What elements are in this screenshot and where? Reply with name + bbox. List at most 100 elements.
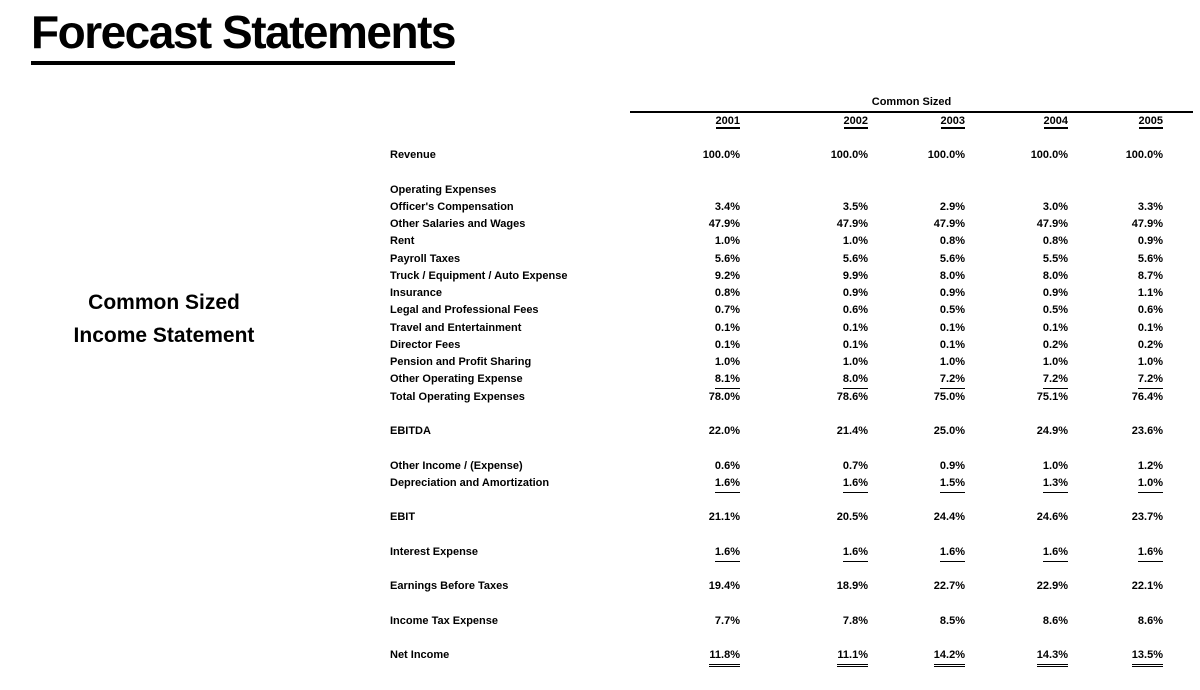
cell-value: 100.0%: [830, 149, 868, 161]
row-label: Other Income / (Expense): [390, 459, 523, 472]
row-label: Other Salaries and Wages: [390, 218, 526, 230]
cell-value: 22.0%: [708, 425, 740, 437]
cell-value: 1.0%: [1042, 356, 1068, 368]
cell-value: 1.0%: [842, 356, 868, 368]
spacer-row: [390, 493, 1163, 510]
cell-value: 8.0%: [740, 372, 868, 390]
table-row: Total Operating Expenses 78.0% 78.6% 75.0% 7…: [390, 390, 1163, 407]
cell-value: 5.6%: [714, 252, 740, 265]
cell-value: 76.4%: [1131, 390, 1163, 403]
cell-value: 0.6%: [1137, 304, 1163, 317]
table-row: Travel and Entertainment 0.1% 0.1% 0.1% 0.1%…: [390, 321, 1163, 338]
row-label: Insurance: [390, 287, 442, 299]
cell-value: 0.1%: [1137, 321, 1163, 334]
spacer-row: [390, 597, 1163, 614]
cell-value: 0.9%: [842, 287, 868, 299]
row-label: Payroll Taxes: [390, 252, 461, 265]
table-row: Truck / Equipment / Auto Expense 9.2% 9.9%…: [390, 269, 1163, 286]
cell-value: 7.7%: [714, 614, 740, 627]
cell-value: 0.5%: [1042, 304, 1068, 317]
cell-value: 75.0%: [933, 390, 965, 403]
cell-value: 21.4%: [836, 425, 868, 437]
cell-value: 5.6%: [939, 252, 965, 265]
year-column-header: 2004: [1043, 115, 1068, 129]
cell-value: 1.0%: [939, 356, 965, 368]
table-row: Other Operating Expense 8.1% 8.0% 7.2% 7.2% 7…: [390, 372, 1163, 390]
cell-value: 8.6%: [1137, 614, 1163, 627]
cell-value: 7.2%: [868, 372, 965, 390]
statement-side-label: Common Sized Income Statement: [28, 286, 300, 352]
cell-value: 1.6%: [1068, 545, 1163, 562]
table-row: Director Fees 0.1% 0.1% 0.1% 0.2% 0.2%: [390, 338, 1163, 355]
row-label: EBIT: [390, 511, 416, 524]
table-row: Operating Expenses: [390, 183, 1163, 200]
year-column-header: 2003: [940, 115, 965, 129]
cell-value: 23.7%: [1131, 511, 1163, 524]
cell-value: 1.0%: [842, 235, 868, 248]
cell-value: 1.5%: [868, 476, 965, 493]
cell-value: 24.6%: [1036, 511, 1068, 524]
cell-value: 23.6%: [1131, 425, 1163, 437]
cell-value: 1.2%: [1137, 459, 1163, 472]
cell-value: 0.1%: [714, 321, 740, 334]
row-label: Rent: [390, 235, 415, 248]
cell-value: 0.9%: [939, 287, 965, 299]
year-column-header: 2001: [715, 115, 740, 129]
cell-value: 1.0%: [1137, 356, 1163, 368]
row-label: Revenue: [390, 149, 436, 161]
cell-value: 0.8%: [714, 287, 740, 299]
cell-value: 1.6%: [740, 476, 868, 493]
row-label: Interest Expense: [390, 545, 479, 558]
row-label: Income Tax Expense: [390, 614, 499, 627]
cell-value: 1.0%: [714, 356, 740, 368]
cell-value: 3.3%: [1137, 200, 1163, 213]
cell-value: 1.0%: [1068, 476, 1163, 493]
cell-value: 47.9%: [836, 218, 868, 230]
cell-value: 24.9%: [1036, 425, 1068, 437]
row-label: Operating Expenses: [390, 183, 497, 196]
cell-value: 9.9%: [842, 269, 868, 282]
cell-value: 8.7%: [1137, 269, 1163, 282]
table-rows: Revenue 100.0% 100.0% 100.0% 100.0% 100.0% Ope…: [390, 148, 1163, 668]
cell-value: 0.5%: [939, 304, 965, 317]
table-row: Rent 1.0% 1.0% 0.8% 0.8% 0.9%: [390, 234, 1163, 251]
row-label: Earnings Before Taxes: [390, 580, 509, 593]
cell-value: 0.1%: [714, 338, 740, 351]
cell-value: 0.1%: [842, 321, 868, 334]
cell-value: 7.2%: [1068, 372, 1163, 390]
row-label: EBITDA: [390, 425, 431, 437]
cell-value: 7.2%: [965, 372, 1068, 390]
spacer-row: [390, 165, 1163, 182]
table-row: Pension and Profit Sharing 1.0% 1.0% 1.0% 1.…: [390, 355, 1163, 372]
side-label-line2: Income Statement: [73, 324, 255, 347]
table-row: Depreciation and Amortization 1.6% 1.6% 1.5…: [390, 476, 1163, 493]
cell-value: 5.6%: [842, 252, 868, 265]
cell-value: 0.8%: [1042, 235, 1068, 248]
cell-value: 100.0%: [927, 149, 965, 161]
header-rule: [630, 111, 1193, 113]
cell-value: 47.9%: [1036, 218, 1068, 230]
row-label: Net Income: [390, 649, 450, 662]
cell-value: 0.6%: [714, 459, 740, 472]
cell-value: 11.8%: [635, 648, 740, 668]
cell-value: 9.2%: [714, 269, 740, 282]
cell-value: 7.8%: [842, 614, 868, 627]
cell-value: 20.5%: [836, 511, 868, 524]
cell-value: 8.0%: [939, 269, 965, 282]
cell-value: 0.9%: [1042, 287, 1068, 299]
cell-value: 8.5%: [939, 614, 965, 627]
cell-value: 1.6%: [965, 545, 1068, 562]
cell-value: 21.1%: [708, 511, 740, 524]
cell-value: 0.6%: [842, 304, 868, 317]
cell-value: 78.6%: [836, 390, 868, 403]
row-label: Depreciation and Amortization: [390, 476, 550, 489]
cell-value: 0.1%: [939, 338, 965, 351]
spacer-row: [390, 441, 1163, 458]
cell-value: 13.5%: [1068, 648, 1163, 668]
cell-value: 0.2%: [1042, 338, 1068, 351]
cell-value: 8.0%: [1042, 269, 1068, 282]
cell-value: 3.0%: [1042, 200, 1068, 213]
row-label: Total Operating Expenses: [390, 390, 525, 403]
cell-value: 3.4%: [714, 200, 740, 213]
